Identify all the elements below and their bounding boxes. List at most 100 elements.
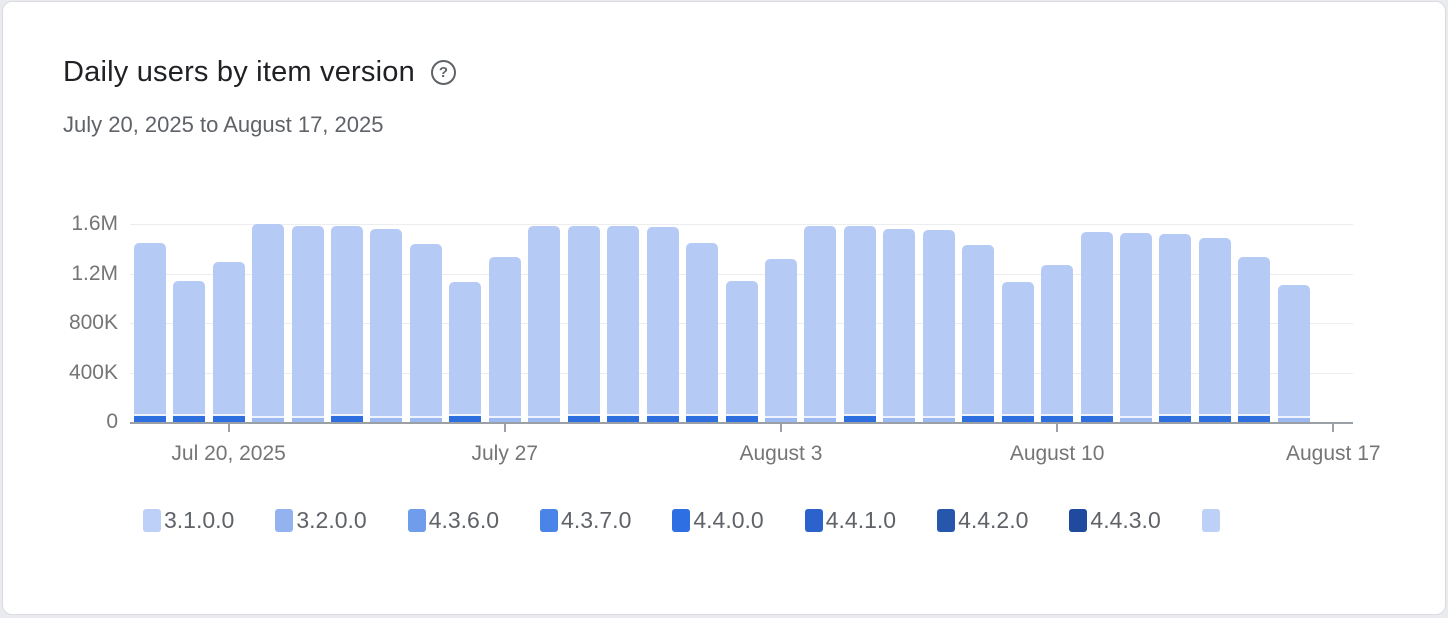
bar-aug-5[interactable] <box>843 226 876 422</box>
legend-swatch <box>1069 509 1088 532</box>
legend-label: 4.4.1.0 <box>825 507 897 533</box>
bar-segment-gap <box>409 416 442 418</box>
bar-segment-base <box>449 416 482 422</box>
legend-item-4-3-7-0: 4.3.7.0 <box>540 507 631 534</box>
x-axis-tick <box>1056 424 1059 432</box>
bar-jul-28[interactable] <box>528 226 561 422</box>
gridline <box>130 224 1353 225</box>
legend-swatch <box>937 509 956 532</box>
bar-aug-14[interactable] <box>1198 238 1231 422</box>
legend-label: 3.2.0.0 <box>296 507 367 533</box>
bar-aug-2[interactable] <box>725 281 758 422</box>
bar-aug-7[interactable] <box>922 230 955 422</box>
bar-jul-22[interactable] <box>291 226 324 422</box>
legend-label: 3.1.0.0 <box>164 507 235 533</box>
bar-segment-gap <box>843 414 876 416</box>
x-axis-label-august-3: August 3 <box>739 442 823 465</box>
bar-aug-6[interactable] <box>883 229 916 422</box>
bar-segment-body <box>1120 233 1153 416</box>
bar-segment-body <box>1041 265 1074 414</box>
bar-segment-base <box>922 418 955 422</box>
bar-aug-10[interactable] <box>1041 265 1074 422</box>
legend-item-3-2-0-0: 3.2.0.0 <box>275 507 367 534</box>
bar-aug-15[interactable] <box>1238 257 1271 422</box>
bar-segment-body <box>843 226 876 414</box>
bar-jul-20[interactable] <box>212 262 245 422</box>
legend: 3.1.0.0 3.2.0.0 4.3.6.0 4.3.7.0 4.4.0.0 4.4.1… <box>143 507 1445 534</box>
bar-segment-base <box>133 416 166 422</box>
bar-jul-21[interactable] <box>252 224 285 422</box>
bar-segment-gap <box>133 414 166 416</box>
bar-segment-base <box>646 416 679 422</box>
bar-jul-19[interactable] <box>173 281 206 422</box>
bar-jul-25[interactable] <box>409 244 442 422</box>
bar-segment-gap <box>528 416 561 418</box>
bar-segment-gap <box>173 414 206 416</box>
bar-segment-base <box>1159 416 1192 422</box>
bar-aug-8[interactable] <box>962 245 995 422</box>
bar-jul-26[interactable] <box>449 282 482 422</box>
bar-segment-gap <box>646 414 679 416</box>
legend-swatch <box>804 509 823 532</box>
bar-jul-18[interactable] <box>133 243 166 422</box>
legend-label: 4.3.6.0 <box>428 507 500 533</box>
y-axis: 1.6M 1.2M 800K 400K 0 <box>3 212 118 433</box>
x-axis-label-jul-20-2025: Jul 20, 2025 <box>171 442 286 465</box>
legend-item-4-4-0-0: 4.4.0.0 <box>672 507 764 534</box>
bar-aug-1[interactable] <box>686 243 719 422</box>
bar-jul-31[interactable] <box>646 227 679 422</box>
legend-swatch <box>143 509 161 532</box>
bar-segment-base <box>883 418 916 422</box>
legend-label: 4.4.2.0 <box>958 507 1029 533</box>
bar-segment-base <box>607 416 640 422</box>
bar-jul-30[interactable] <box>607 226 640 422</box>
bar-segment-body <box>449 282 482 414</box>
bar-aug-11[interactable] <box>1080 232 1113 422</box>
bar-segment-gap <box>212 414 245 416</box>
bar-segment-base <box>567 416 600 422</box>
x-axis-label-august-10: August 10 <box>1009 442 1105 465</box>
bar-segment-base <box>252 418 285 422</box>
bar-segment-body <box>291 226 324 416</box>
gridline <box>130 273 1353 275</box>
bar-segment-gap <box>1120 416 1153 418</box>
bar-aug-16[interactable] <box>1277 285 1310 422</box>
x-axis-label-august-17: August 17 <box>1285 442 1381 465</box>
bar-segment-body <box>212 262 245 414</box>
legend-swatch <box>407 509 426 532</box>
bar-segment-gap <box>725 414 758 416</box>
bar-aug-13[interactable] <box>1159 234 1192 422</box>
bar-jul-23[interactable] <box>330 226 363 422</box>
bar-segment-body <box>1198 238 1231 414</box>
bar-segment-gap <box>607 414 640 416</box>
bar-segment-body <box>528 226 561 416</box>
legend-item-9 <box>1201 509 1223 532</box>
help-icon[interactable]: ? <box>430 60 456 85</box>
legend-item-4-3-6-0: 4.3.6.0 <box>407 507 500 534</box>
daily-users-chart: 1.6M 1.2M 800K 400K 0 Jul 20, 2025 July 27 Aug… <box>3 2 1445 614</box>
bar-aug-3[interactable] <box>764 259 797 422</box>
x-axis-label-july-27: July 27 <box>471 442 539 465</box>
bar-segment-body <box>725 281 758 414</box>
x-axis-tick <box>503 424 506 432</box>
bar-segment-body <box>252 224 285 416</box>
bar-segment-base <box>1041 416 1074 422</box>
page-title: Daily users by item version <box>63 56 415 88</box>
bar-jul-27[interactable] <box>488 257 521 422</box>
legend-swatch <box>672 509 691 532</box>
bar-jul-29[interactable] <box>567 226 600 422</box>
bar-segment-body <box>370 229 403 416</box>
bar-segment-gap <box>1277 416 1310 418</box>
bar-aug-9[interactable] <box>1001 282 1034 422</box>
legend-item-3-1-0-0: 3.1.0.0 <box>143 507 234 534</box>
bar-segment-base <box>291 418 324 422</box>
bar-jul-24[interactable] <box>370 229 403 422</box>
bar-segment-gap <box>1001 414 1034 416</box>
bar-segment-base <box>843 416 876 422</box>
legend-swatch <box>275 509 294 532</box>
plot-area <box>130 224 1353 432</box>
bar-aug-4[interactable] <box>804 226 837 422</box>
bar-segment-body <box>646 227 679 414</box>
bar-segment-body <box>962 245 995 414</box>
bar-aug-12[interactable] <box>1120 233 1153 422</box>
